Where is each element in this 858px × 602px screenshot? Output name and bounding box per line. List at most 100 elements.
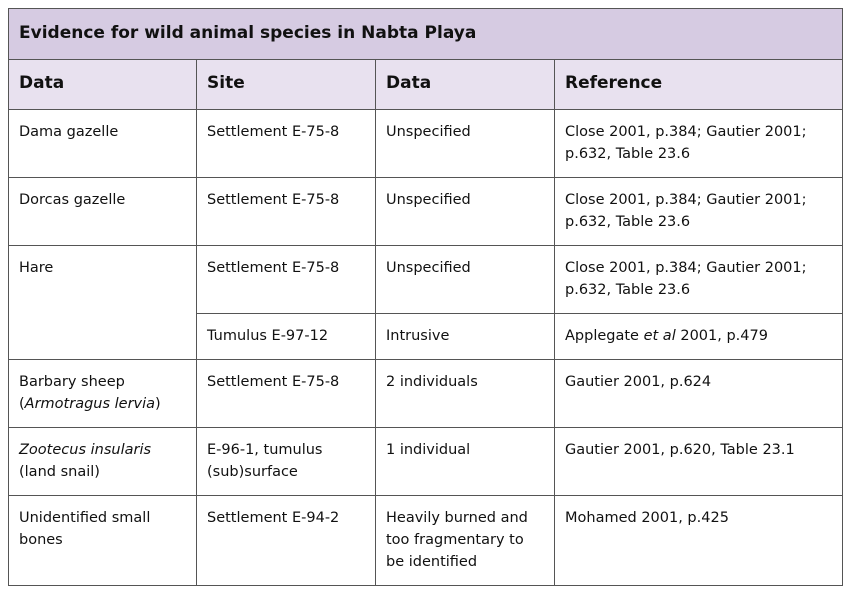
cell-line: Barbary sheep [19, 371, 186, 393]
cell-line: Tumulus E-97-12 [207, 325, 365, 347]
cell-line: Settlement E-75-8 [207, 371, 365, 393]
cell-line: p.632, Table 23.6 [565, 143, 832, 165]
table-cell: Settlement E-75-8 [196, 177, 376, 246]
cell-line: Hare [19, 257, 186, 279]
table: Evidence for wild animal species in Nabt… [7, 8, 844, 586]
cell-line: bones [19, 529, 186, 551]
cell-text: Close 2001, p.384; Gautier 2001; [565, 192, 807, 208]
italic-text: Zootecus insularis [19, 442, 152, 458]
cell-text: Tumulus E-97-12 [207, 328, 329, 344]
title-row: Evidence for wild animal species in Nabt… [7, 8, 844, 60]
cell-line: Close 2001, p.384; Gautier 2001; [565, 257, 832, 279]
cell-line: Settlement E-94-2 [207, 507, 365, 529]
table-body: Evidence for wild animal species in Nabt… [7, 8, 844, 586]
table-cell: Close 2001, p.384; Gautier 2001; p.632, T… [553, 109, 844, 178]
cell-text: Unspecified [386, 124, 471, 140]
cell-line: Dama gazelle [19, 121, 186, 143]
column-header: Data [8, 59, 197, 110]
cell-line: (Armotragus lervia) [19, 393, 186, 415]
table-title: Evidence for wild animal species in Nabt… [7, 8, 844, 60]
table-row: Hare Settlement E-75-8 Unspecified Close 20… [8, 245, 844, 360]
column-header: Data [375, 59, 555, 110]
cell-line: (sub)surface [207, 461, 365, 483]
italic-text: et al [643, 328, 676, 344]
cell-text: Settlement E-75-8 [207, 374, 340, 390]
cell-text: E-96-1, tumulus [207, 442, 323, 458]
table-cell: Unspecified [375, 109, 555, 178]
cell-text: (land snail) [19, 464, 100, 480]
cell-line: Heavily burned and [386, 507, 544, 529]
table-cell: Hare [8, 245, 197, 360]
cell-text: (sub)surface [207, 464, 298, 480]
cell-line: Close 2001, p.384; Gautier 2001; [565, 121, 832, 143]
cell-text: p.632, Table 23.6 [565, 146, 691, 162]
cell-line: (land snail) [19, 461, 186, 483]
table-cell: Settlement E-75-8 [196, 359, 376, 428]
table-cell: Mohamed 2001, p.425 [553, 495, 844, 586]
cell-text: Gautier 2001, p.620, Table 23.1 [565, 442, 795, 458]
cell-text: Intrusive [386, 328, 450, 344]
table-cell: Tumulus E-97-12 [196, 313, 376, 360]
cell-line: Zootecus insularis [19, 439, 186, 461]
table-row: Dorcas gazelle Settlement E-75-8 Unspecifi… [8, 177, 844, 246]
cell-text: Settlement E-75-8 [207, 124, 340, 140]
table-cell: Applegate et al 2001, p.479 [553, 313, 844, 360]
table-cell: Heavily burned and too fragmentary to be i… [375, 495, 555, 586]
cell-text: Mohamed 2001, p.425 [565, 510, 729, 526]
cell-line: Unidentified small [19, 507, 186, 529]
cell-text: Unidentified small [19, 510, 151, 526]
cell-text: Settlement E-94-2 [207, 510, 340, 526]
table-cell: Barbary sheep (Armotragus lervia) [8, 359, 197, 428]
cell-text: Close 2001, p.384; Gautier 2001; [565, 260, 807, 276]
cell-text: ( [19, 396, 25, 412]
table-cell: Unidentified small bones [8, 495, 197, 586]
cell-line: Settlement E-75-8 [207, 121, 365, 143]
table-cell: 1 individual [375, 427, 555, 496]
cell-line: p.632, Table 23.6 [565, 279, 832, 301]
table-cell: Dama gazelle [8, 109, 197, 178]
table-cell: Settlement E-75-8 [196, 245, 376, 314]
cell-line: Mohamed 2001, p.425 [565, 507, 832, 529]
cell-text: 1 individual [386, 442, 471, 458]
cell-text: Gautier 2001, p.624 [565, 374, 712, 390]
cell-text: Dorcas gazelle [19, 192, 126, 208]
cell-text: Close 2001, p.384; Gautier 2001; [565, 124, 807, 140]
column-header: Reference [553, 59, 844, 110]
cell-text: 2 individuals [386, 374, 478, 390]
table-cell: Close 2001, p.384; Gautier 2001; p.632, T… [553, 245, 844, 314]
cell-text: Unspecified [386, 192, 471, 208]
table-cell: Settlement E-75-8 [196, 109, 376, 178]
cell-line: Dorcas gazelle [19, 189, 186, 211]
cell-text: p.632, Table 23.6 [565, 282, 691, 298]
cell-line: Settlement E-75-8 [207, 189, 365, 211]
cell-line: Gautier 2001, p.620, Table 23.1 [565, 439, 832, 461]
cell-text: Unspecified [386, 260, 471, 276]
cell-line: Unspecified [386, 257, 544, 279]
cell-line: Close 2001, p.384; Gautier 2001; [565, 189, 832, 211]
table-cell: Intrusive [375, 313, 555, 360]
table-container: Evidence for wild animal species in Nabt… [7, 8, 844, 586]
cell-text: Heavily burned and [386, 510, 528, 526]
cell-text: Settlement E-75-8 [207, 260, 340, 276]
cell-text: p.632, Table 23.6 [565, 214, 691, 230]
cell-line: Applegate et al 2001, p.479 [565, 325, 832, 347]
cell-text: be identified [386, 554, 478, 570]
italic-text: Armotragus lervia [24, 396, 156, 412]
cell-text: Dama gazelle [19, 124, 119, 140]
cell-line: Gautier 2001, p.624 [565, 371, 832, 393]
table-cell: Close 2001, p.384; Gautier 2001; p.632, T… [553, 177, 844, 246]
table-row: Unidentified small bones Settlement E-94-2… [8, 495, 844, 586]
table-cell: Unspecified [375, 245, 555, 314]
header-row: Data Site Data Reference [8, 59, 844, 110]
cell-text: 2001, p.479 [675, 328, 768, 344]
cell-text: ) [155, 396, 161, 412]
cell-line: be identified [386, 551, 544, 573]
cell-line: 1 individual [386, 439, 544, 461]
table-cell: E-96-1, tumulus (sub)surface [196, 427, 376, 496]
table-cell: Gautier 2001, p.620, Table 23.1 [553, 427, 844, 496]
cell-text: Settlement E-75-8 [207, 192, 340, 208]
cell-text: Applegate [565, 328, 644, 344]
cell-line: Intrusive [386, 325, 544, 347]
cell-line: Settlement E-75-8 [207, 257, 365, 279]
table-cell: Unspecified [375, 177, 555, 246]
